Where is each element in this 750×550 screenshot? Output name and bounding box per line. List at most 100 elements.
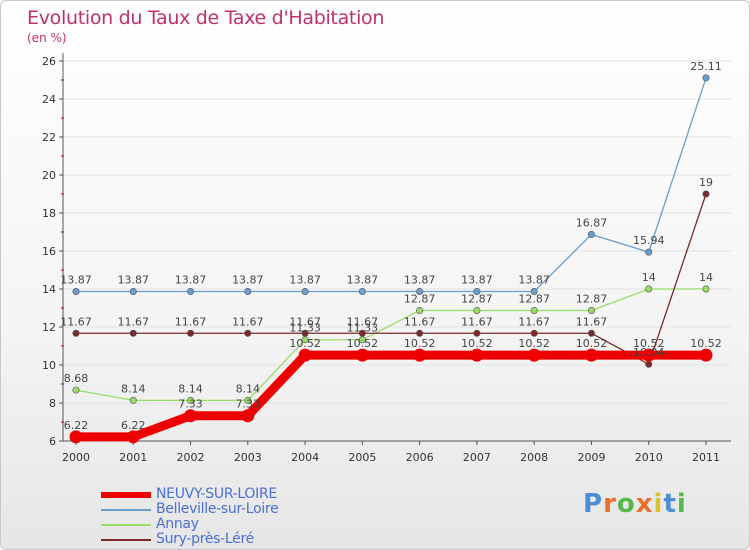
series-point-3-8 <box>530 329 538 337</box>
x-tick-label-2002: 2002 <box>177 451 205 464</box>
data-label-0-11: 10.52 <box>690 337 722 350</box>
series-point-3-3 <box>244 329 252 337</box>
data-label-2-9: 12.87 <box>576 292 608 305</box>
data-label-0-4: 10.52 <box>289 337 321 350</box>
line-chart: 6 8 10 12 14 16 18 20 22 24 26 2000 2001 2002 2003 2004… <box>42 53 731 464</box>
series-point-1-3 <box>244 287 252 295</box>
chart-title: Evolution du Taux de Taxe d'Habitation <box>27 7 385 29</box>
series-point-2-11 <box>702 285 710 293</box>
legend-swatch-belleville <box>101 509 151 511</box>
data-label-3-8: 11.67 <box>518 315 550 328</box>
data-label-2-6: 12.87 <box>404 292 436 305</box>
series-point-3-0 <box>72 329 80 337</box>
series-point-0-1 <box>126 430 140 444</box>
data-label-2-7: 12.87 <box>461 292 493 305</box>
series-point-2-0 <box>72 386 80 394</box>
logo-letter: o <box>616 489 636 519</box>
data-label-0-0: 6.22 <box>64 419 89 432</box>
data-label-0-2: 7.33 <box>178 398 203 411</box>
data-label-1-9: 16.87 <box>576 216 608 229</box>
data-label-1-10: 15.94 <box>633 234 665 247</box>
x-tick-label-2003: 2003 <box>234 451 262 464</box>
data-label-1-7: 13.87 <box>461 273 493 286</box>
y-tick-label-8: 8 <box>49 397 56 410</box>
data-label-2-2: 8.14 <box>178 382 203 395</box>
data-label-3-11: 19 <box>699 176 713 189</box>
series-point-3-2 <box>187 329 195 337</box>
logo-letter: P <box>583 489 604 519</box>
x-tick-label-2011: 2011 <box>692 451 720 464</box>
series-point-3-11 <box>702 190 710 198</box>
logo-letter: x <box>635 489 654 519</box>
series-point-0-3 <box>241 409 255 423</box>
series-point-0-7 <box>470 348 484 362</box>
series-point-0-5 <box>355 348 369 362</box>
series-point-3-7 <box>473 329 481 337</box>
series-line-2 <box>75 288 707 401</box>
data-label-3-6: 11.67 <box>404 315 436 328</box>
x-tick-label-2007: 2007 <box>463 451 491 464</box>
series-point-1-9 <box>587 230 595 238</box>
x-tick-label-2000: 2000 <box>62 451 90 464</box>
series-point-3-1 <box>129 329 137 337</box>
series-point-1-6 <box>416 287 424 295</box>
series-point-0-10 <box>642 348 656 362</box>
data-label-3-9: 11.67 <box>576 315 608 328</box>
series-point-2-9 <box>587 306 595 314</box>
data-label-1-5: 13.87 <box>347 273 379 286</box>
data-label-0-7: 10.52 <box>461 337 493 350</box>
series-point-1-4 <box>301 287 309 295</box>
series-line-0 <box>71 350 711 442</box>
data-label-1-4: 13.87 <box>289 273 321 286</box>
series-point-2-7 <box>473 306 481 314</box>
series-point-3-6 <box>416 329 424 337</box>
logo-letter: t <box>663 489 677 519</box>
series-point-0-0 <box>69 430 83 444</box>
data-label-3-7: 11.67 <box>461 315 493 328</box>
y-tick-label-6: 6 <box>49 435 56 448</box>
series-point-2-3 <box>244 396 252 404</box>
data-label-2-4: 11.33 <box>289 322 321 335</box>
data-label-1-1: 13.87 <box>118 273 150 286</box>
series-point-2-6 <box>416 306 424 314</box>
series-point-1-7 <box>473 287 481 295</box>
series-point-0-2 <box>184 409 198 423</box>
y-tick-label-16: 16 <box>42 245 56 258</box>
data-label-2-1: 8.14 <box>121 382 146 395</box>
legend-swatch-annay <box>101 524 151 526</box>
series-point-0-4 <box>298 348 312 362</box>
series-point-1-2 <box>187 287 195 295</box>
data-label-2-11: 14 <box>699 271 713 284</box>
data-label-1-3: 13.87 <box>232 273 264 286</box>
data-label-3-5: 11.67 <box>347 315 379 328</box>
series-point-1-8 <box>530 287 538 295</box>
logo-letter: i <box>653 489 664 519</box>
series-point-2-1 <box>129 396 137 404</box>
legend-label-sury: Sury-près-Léré <box>156 531 254 547</box>
legend-label-neuvy: NEUVY-SUR-LOIRE <box>156 486 277 502</box>
x-tick-label-2006: 2006 <box>406 451 434 464</box>
x-tick-label-2004: 2004 <box>291 451 319 464</box>
data-label-1-8: 13.87 <box>518 273 550 286</box>
y-tick-label-18: 18 <box>42 207 56 220</box>
data-label-3-3: 11.67 <box>232 315 264 328</box>
data-label-3-0: 11.67 <box>60 315 92 328</box>
logo-letter: i <box>676 489 687 519</box>
series-point-2-10 <box>645 285 653 293</box>
data-label-0-3: 7.33 <box>236 398 261 411</box>
y-axis-unit: (en %) <box>27 31 67 45</box>
data-label-0-8: 10.52 <box>518 337 550 350</box>
series-point-1-1 <box>129 287 137 295</box>
series-point-2-8 <box>530 306 538 314</box>
x-tick-label-2010: 2010 <box>635 451 663 464</box>
data-label-2-3: 8.14 <box>236 382 261 395</box>
data-label-3-2: 11.67 <box>175 315 207 328</box>
data-label-0-6: 10.52 <box>404 337 436 350</box>
series-point-0-11 <box>699 348 713 362</box>
series-point-3-10 <box>645 360 653 368</box>
series-line-3 <box>75 193 707 365</box>
series-point-0-6 <box>413 348 427 362</box>
y-tick-label-20: 20 <box>42 169 56 182</box>
data-label-1-0: 13.87 <box>60 273 92 286</box>
